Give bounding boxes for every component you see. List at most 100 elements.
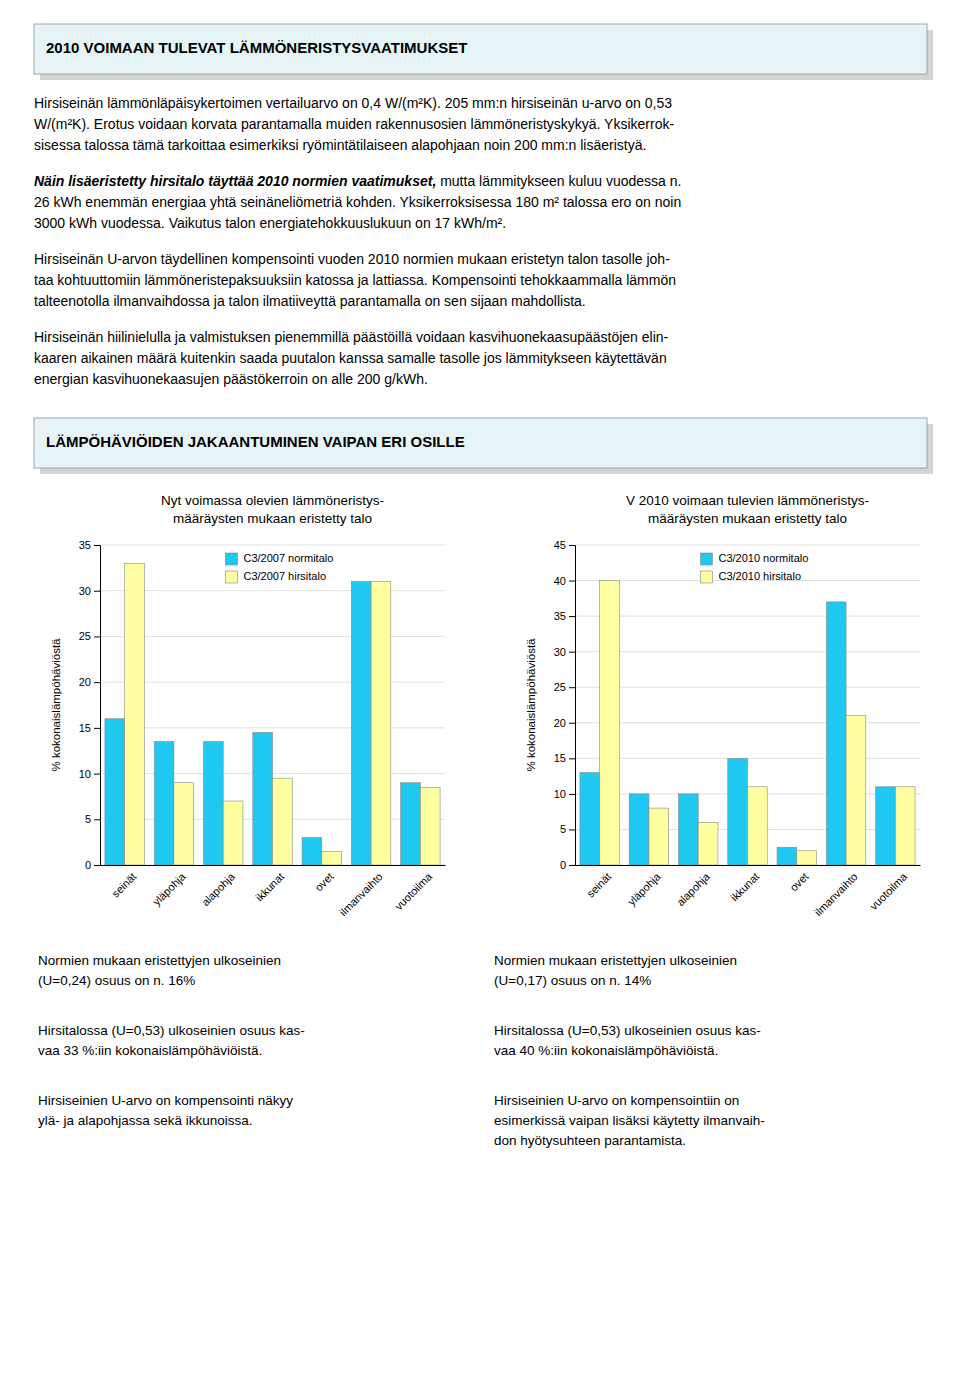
y-axis-title: % kokonaislämpöhäviöstä — [525, 638, 537, 772]
x-tick: ikkunat — [253, 865, 286, 903]
annotation-line: vaa 33 %:iin kokonaislämpöhäviöistä. — [38, 1043, 262, 1058]
y-tick-label: 30 — [554, 646, 566, 658]
grid-line — [575, 722, 920, 723]
y-tick-mark — [569, 616, 575, 617]
bar — [273, 778, 293, 865]
x-tick: seinät — [109, 865, 138, 900]
y-tick-label: 25 — [79, 630, 91, 642]
y-tick-mark — [94, 865, 100, 866]
paragraph-line: kaaren aikainen määrä kuitenkin saada pu… — [34, 350, 667, 366]
y-axis: 051015202530354045 — [554, 539, 576, 871]
bar — [154, 742, 174, 865]
paragraph-line: Hirsiseinän lämmönläpäisykertoimen verta… — [34, 95, 672, 111]
x-axis: seinätyläpohjaalapohjaikkunatovetilmanva… — [576, 865, 921, 918]
x-tick-label: seinät — [584, 870, 613, 899]
y-tick-mark — [569, 545, 575, 546]
y-axis-title: % kokonaislämpöhäviöstä — [50, 638, 62, 772]
paragraph-line: taa kohtuuttomiin lämmöneristepaksuuksii… — [34, 272, 676, 288]
legend: C3/2010 normitalo C3/2010 hirsitalo — [700, 552, 808, 583]
x-axis: seinätyläpohjaalapohjaikkunatovetilmanva… — [101, 865, 446, 918]
x-tick: ilmanvaihto — [812, 865, 860, 918]
y-axis: 05101520253035 — [79, 539, 101, 871]
paragraph-line: talteenotolla ilmanvaihdossa ja talon il… — [34, 293, 586, 309]
x-tick: alapohja — [199, 865, 238, 908]
x-tick: ovet — [312, 865, 335, 893]
bar — [629, 794, 649, 865]
x-tick-label: alapohja — [674, 870, 713, 909]
x-axis-line — [101, 865, 446, 866]
legend-swatch — [225, 553, 237, 565]
legend-label: C3/2010 hirsitalo — [718, 570, 801, 582]
y-tick: 20 — [79, 676, 100, 688]
legend: C3/2007 normitaloC3/2007 hirsitalo — [225, 552, 333, 583]
annotation-line: (U=0,17) osuus on n. 14% — [494, 973, 651, 988]
y-tick: 35 — [554, 610, 575, 622]
x-tick-label: yläpohja — [625, 870, 663, 908]
grid-line — [575, 616, 920, 617]
chart-title-line: Nyt voimassa olevien lämmöneristys- — [161, 493, 384, 508]
chart: V 2010 voimaan tulevien lämmöneristys-mä… — [525, 493, 921, 918]
y-tick-mark — [569, 829, 575, 830]
x-tick: vuotoilma — [392, 865, 434, 912]
y-tick-label: 0 — [85, 859, 91, 871]
paragraph: Hirsiseinän hiilinielulla ja valmistukse… — [34, 329, 669, 387]
paragraph-line: 26 kWh enemmän energiaa yhtä seinäneliöm… — [34, 194, 681, 210]
y-tick: 30 — [554, 646, 575, 658]
x-tick: seinät — [584, 865, 613, 900]
x-tick-label: seinät — [109, 870, 138, 899]
annotation-line: ylä- ja alapohjassa sekä ikkunoissa. — [38, 1113, 253, 1128]
bar — [748, 787, 768, 865]
chart-title-line: määräysten mukaan eristetty talo — [173, 511, 372, 526]
annotation-line: Hirsitalossa (U=0,53) ulkoseinien osuus … — [38, 1023, 305, 1038]
annotation: Hirsitalossa (U=0,53) ulkoseinien osuus … — [494, 1023, 761, 1058]
annotation-line: Hirsiseinien U-arvo on kompensointi näky… — [38, 1093, 293, 1108]
y-tick: 15 — [79, 722, 100, 734]
header-title: 2010 VOIMAAN TULEVAT LÄMMÖNERISTYSVAATIM… — [46, 39, 467, 56]
paragraph-line: energian kasvihuonekaasujen päästökerroi… — [34, 371, 428, 387]
y-tick: 45 — [554, 539, 575, 551]
legend-label: C3/2010 normitalo — [718, 552, 808, 564]
y-tick-label: 10 — [554, 788, 566, 800]
chart-title-line: V 2010 voimaan tulevien lämmöneristys- — [626, 493, 869, 508]
y-tick-label: 15 — [554, 752, 566, 764]
bar — [223, 801, 243, 865]
legend-swatch — [225, 571, 237, 583]
grid — [100, 545, 445, 865]
y-tick-label: 0 — [560, 859, 566, 871]
y-tick-mark — [569, 687, 575, 688]
bar — [777, 847, 797, 865]
x-tick: vuotoilma — [867, 865, 909, 912]
annotation: Hirsiseinien U-arvo on kompensointiin on… — [494, 1093, 765, 1148]
paragraph-line: sisessa talossa tämä tarkoittaa esimerki… — [34, 137, 646, 153]
header-box — [34, 24, 927, 74]
chart-title: Nyt voimassa olevien lämmöneristys-määrä… — [161, 493, 384, 526]
y-tick: 15 — [554, 752, 575, 764]
bar — [895, 787, 915, 865]
y-tick-label: 35 — [554, 610, 566, 622]
x-tick-label: vuotoilma — [867, 870, 909, 912]
bar — [580, 773, 600, 865]
legend-label: C3/2007 hirsitalo — [243, 570, 326, 582]
bar — [253, 732, 273, 865]
y-tick-label: 20 — [79, 676, 91, 688]
bar — [826, 602, 846, 865]
bar — [698, 822, 718, 865]
y-tick: 10 — [554, 788, 575, 800]
grid-line — [100, 590, 445, 591]
annotation-line: (U=0,24) osuus on n. 16% — [38, 973, 195, 988]
annotation-line: Hirsitalossa (U=0,53) ulkoseinien osuus … — [494, 1023, 761, 1038]
header-box — [34, 418, 927, 468]
y-tick-label: 35 — [79, 539, 91, 551]
legend-swatch — [700, 553, 712, 565]
y-tick: 5 — [85, 813, 100, 825]
paragraph-line: 3000 kWh vuodessa. Vaikutus talon energi… — [34, 215, 506, 231]
x-tick: yläpohja — [150, 865, 188, 908]
bar-series — [105, 582, 420, 865]
paragraph-line: Hirsiseinän U-arvon täydellinen kompenso… — [34, 251, 670, 267]
y-tick-label: 45 — [554, 539, 566, 551]
annotation: Hirsitalossa (U=0,53) ulkoseinien osuus … — [38, 1023, 305, 1058]
bar — [204, 742, 224, 865]
y-tick-mark — [569, 723, 575, 724]
x-tick-label: ovet — [787, 870, 810, 893]
legend-item: C3/2010 hirsitalo — [700, 570, 801, 583]
